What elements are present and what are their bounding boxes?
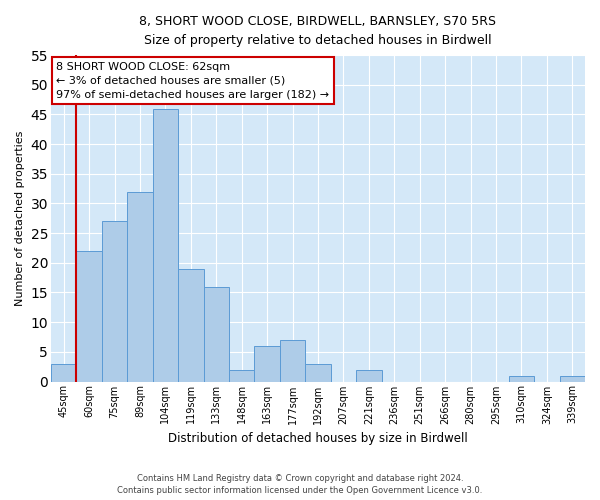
Text: 8 SHORT WOOD CLOSE: 62sqm
← 3% of detached houses are smaller (5)
97% of semi-de: 8 SHORT WOOD CLOSE: 62sqm ← 3% of detach… — [56, 62, 329, 100]
Bar — [356, 370, 382, 382]
Y-axis label: Number of detached properties: Number of detached properties — [15, 130, 25, 306]
Bar — [509, 376, 534, 382]
Bar — [229, 370, 254, 382]
Bar — [152, 108, 178, 382]
Bar — [102, 222, 127, 382]
Bar — [76, 251, 102, 382]
Text: Contains HM Land Registry data © Crown copyright and database right 2024.
Contai: Contains HM Land Registry data © Crown c… — [118, 474, 482, 495]
Bar — [305, 364, 331, 382]
Bar — [51, 364, 76, 382]
Bar — [280, 340, 305, 382]
Bar — [127, 192, 152, 382]
Bar — [254, 346, 280, 382]
X-axis label: Distribution of detached houses by size in Birdwell: Distribution of detached houses by size … — [168, 432, 468, 445]
Bar — [203, 286, 229, 382]
Bar — [560, 376, 585, 382]
Title: 8, SHORT WOOD CLOSE, BIRDWELL, BARNSLEY, S70 5RS
Size of property relative to de: 8, SHORT WOOD CLOSE, BIRDWELL, BARNSLEY,… — [139, 15, 496, 47]
Bar — [178, 269, 203, 382]
